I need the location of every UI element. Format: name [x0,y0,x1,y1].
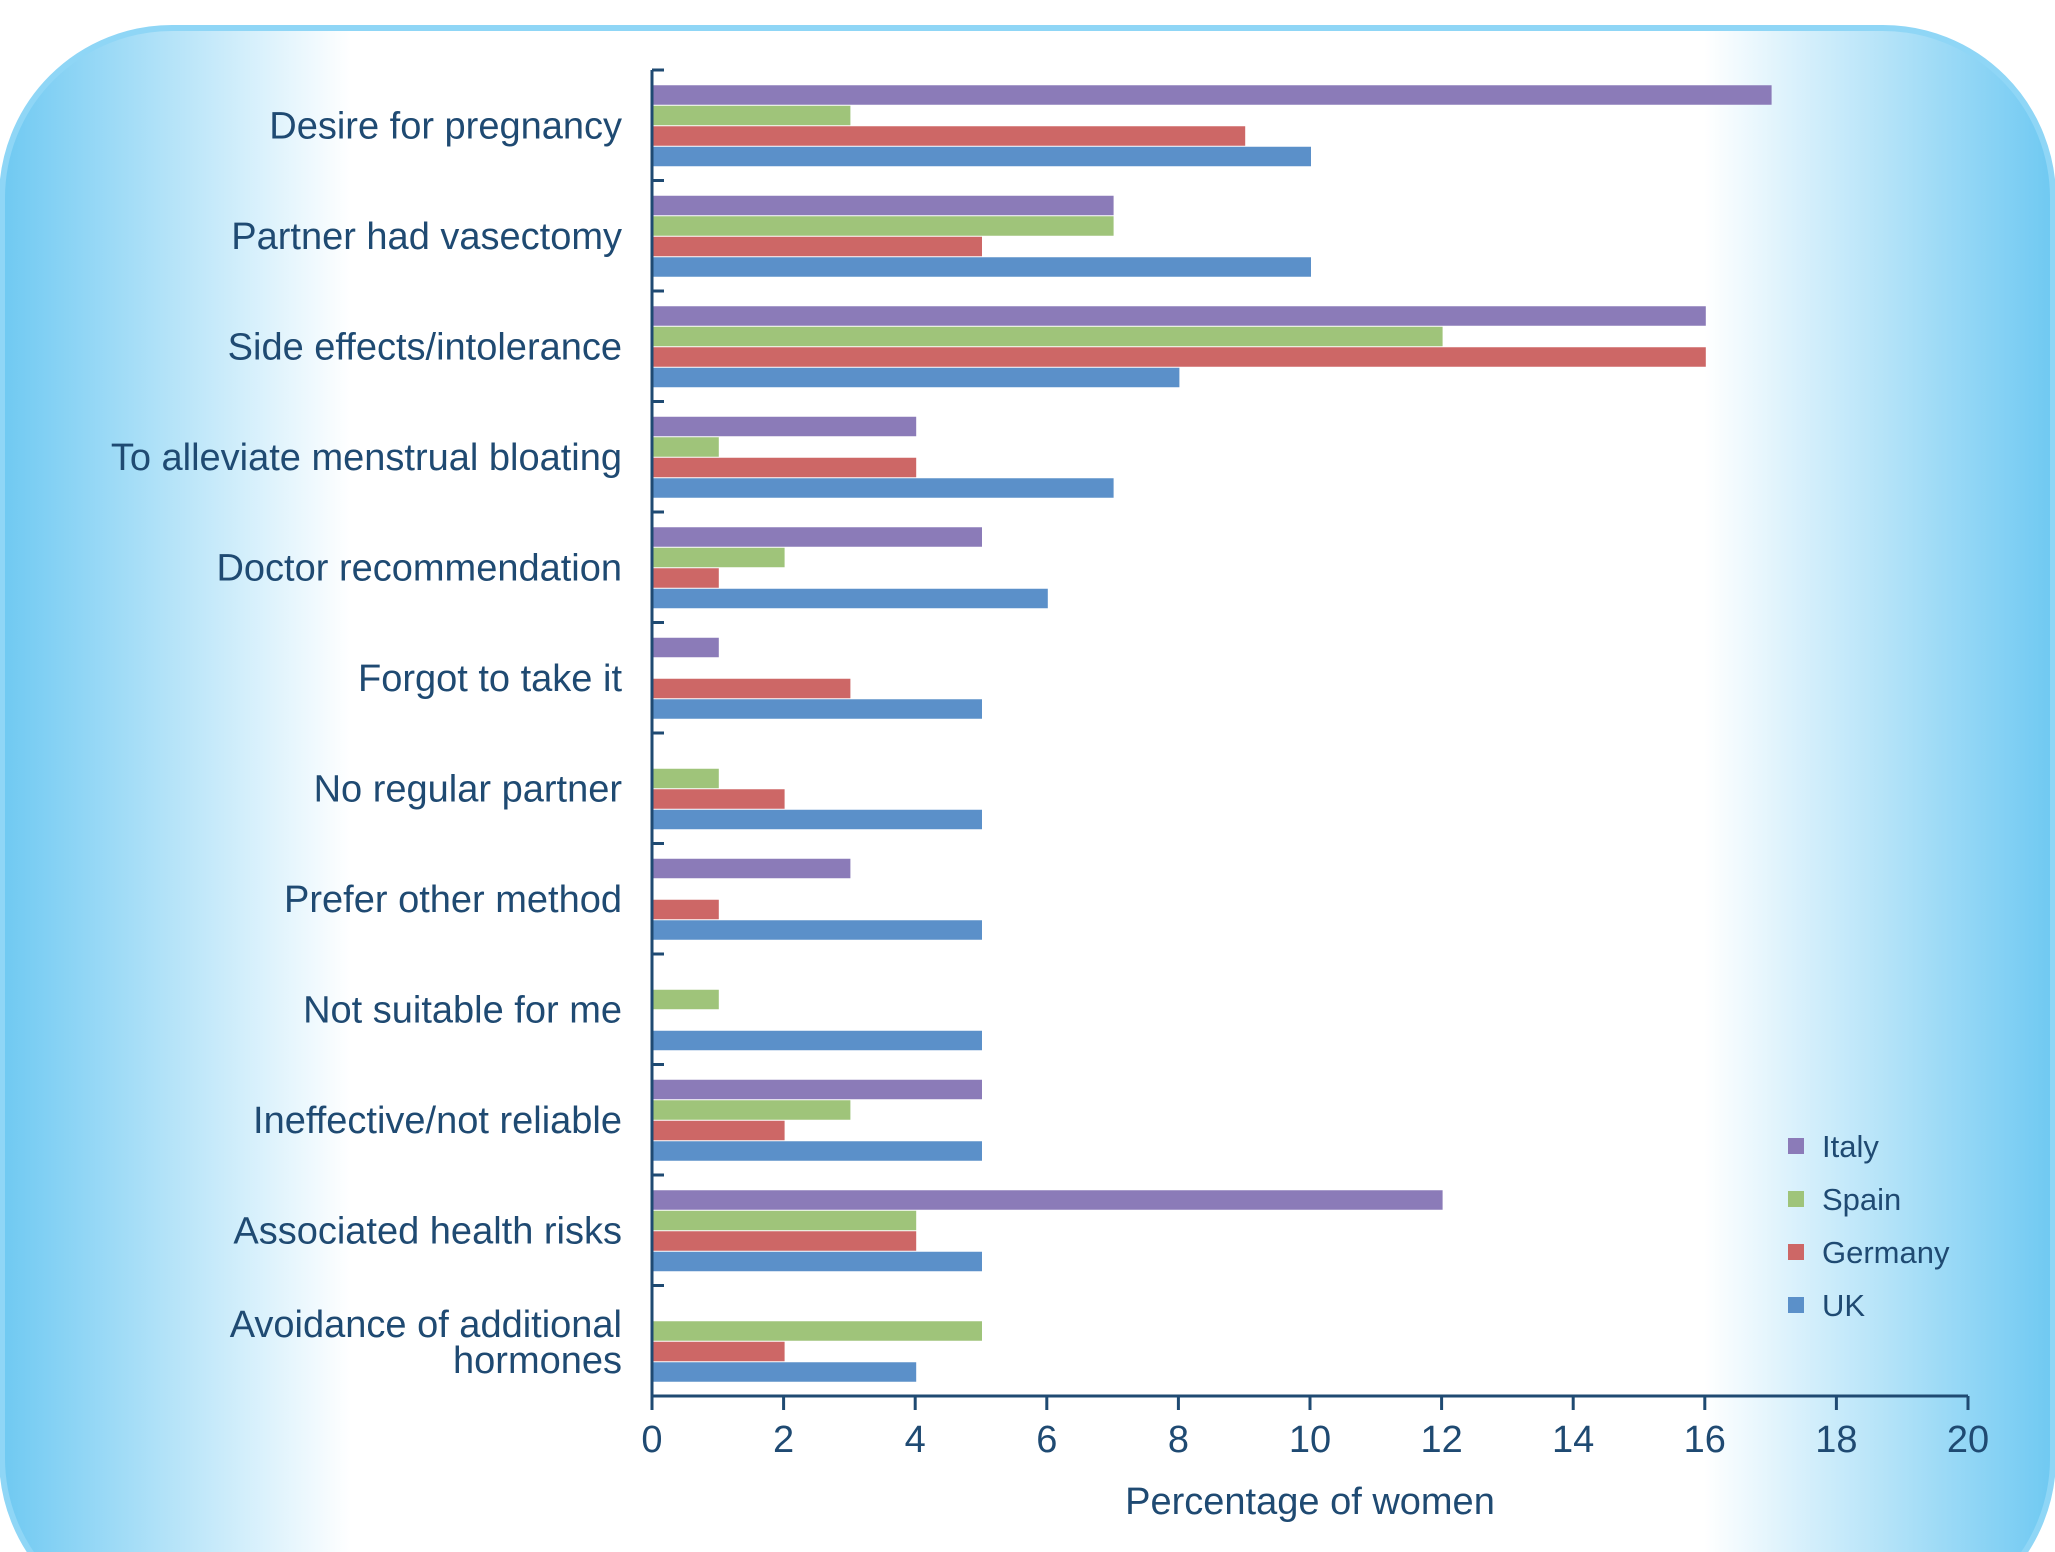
x-tick-label-16: 16 [1684,1419,1726,1461]
legend-swatch-italy [1788,1138,1804,1154]
bar-italy-forgot-to-take-it [653,637,719,658]
bar-uk-doctor-recommendation [653,588,1048,609]
x-tick-label-20: 20 [1947,1419,1989,1461]
category-label-not-suitable-for-me: Not suitable for me [303,989,622,1031]
category-label-partner-had-vasectomy: Partner had vasectomy [231,216,622,258]
bar-spain-side-effects-intolerance [653,326,1443,347]
category-label-no-regular-partner: No regular partner [314,768,623,810]
category-label-to-alleviate-menstrual-bloating: To alleviate menstrual bloating [111,437,622,479]
category-label-associated-health-risks: Associated health risks [233,1210,622,1252]
bar-uk-avoidance-of-additional-hormones [653,1362,917,1382]
bar-italy-to-alleviate-menstrual-bloating [653,416,917,437]
category-label-doctor-recommendation: Doctor recommendation [216,547,622,589]
x-axis-title: Percentage of women [1125,1481,1495,1523]
bar-spain-not-suitable-for-me [653,989,719,1010]
bar-spain-avoidance-of-additional-hormones [653,1321,982,1341]
x-tick-label-2: 2 [773,1419,794,1461]
category-label-avoidance-of-additional-hormones: Avoidance of additional hormones [230,1304,622,1382]
x-tick-label-4: 4 [905,1419,926,1461]
legend-label-spain: Spain [1822,1182,1901,1217]
bar-germany-desire-for-pregnancy [653,126,1246,146]
category-label-forgot-to-take-it: Forgot to take it [358,658,622,700]
category-label-side-effects-intolerance: Side effects/intolerance [228,326,622,368]
bar-germany-avoidance-of-additional-hormones [653,1341,785,1362]
bar-uk-prefer-other-method [653,920,982,940]
bar-spain-to-alleviate-menstrual-bloating [653,437,719,457]
bar-uk-ineffective-not-reliable [653,1141,982,1161]
bar-germany-partner-had-vasectomy [653,236,982,257]
bar-germany-ineffective-not-reliable [653,1120,785,1141]
bar-uk-desire-for-pregnancy [653,146,1311,167]
bar-uk-side-effects-intolerance [653,367,1180,388]
legend-label-uk: UK [1822,1288,1865,1323]
legend-swatch-uk [1788,1297,1804,1313]
legend-label-germany: Germany [1822,1235,1950,1270]
x-tick-label-8: 8 [1168,1419,1189,1461]
bar-uk-partner-had-vasectomy [653,257,1311,277]
x-tick-label-10: 10 [1289,1419,1331,1461]
bar-germany-prefer-other-method [653,899,719,920]
x-tick-label-18: 18 [1815,1419,1857,1461]
bar-germany-forgot-to-take-it [653,678,851,699]
frame-background [0,25,2055,1552]
bar-spain-ineffective-not-reliable [653,1100,851,1120]
legend: Italy Spain Germany UK [1788,1129,1950,1323]
bar-italy-doctor-recommendation [653,527,982,547]
bar-italy-ineffective-not-reliable [653,1079,982,1100]
bar-germany-to-alleviate-menstrual-bloating [653,457,917,478]
bar-italy-partner-had-vasectomy [653,195,1114,216]
legend-swatch-spain [1788,1191,1804,1207]
bar-germany-no-regular-partner [653,789,785,809]
bar-italy-desire-for-pregnancy [653,85,1772,105]
x-tick-label-6: 6 [1036,1419,1057,1461]
x-tick-label-14: 14 [1552,1419,1594,1461]
category-label-prefer-other-method: Prefer other method [284,879,622,921]
bar-germany-associated-health-risks [653,1231,917,1251]
bar-italy-prefer-other-method [653,858,851,879]
bar-spain-doctor-recommendation [653,547,785,568]
plot-area: Desire for pregnancy Partner had vasectom… [111,68,1989,1523]
bar-uk-no-regular-partner [653,809,982,830]
bar-spain-associated-health-risks [653,1210,917,1231]
x-tick-label-0: 0 [641,1419,662,1461]
bar-germany-side-effects-intolerance [653,347,1706,367]
bar-uk-not-suitable-for-me [653,1030,982,1051]
bar-italy-side-effects-intolerance [653,306,1706,326]
x-tick-label-12: 12 [1420,1419,1462,1461]
category-label-desire-for-pregnancy: Desire for pregnancy [269,105,622,147]
bar-spain-partner-had-vasectomy [653,216,1114,236]
bar-uk-forgot-to-take-it [653,699,982,719]
bar-germany-doctor-recommendation [653,568,719,588]
bar-spain-no-regular-partner [653,768,719,789]
category-label-ineffective-not-reliable: Ineffective/not reliable [253,1100,622,1142]
bar-spain-desire-for-pregnancy [653,105,851,126]
bar-italy-associated-health-risks [653,1190,1443,1210]
bar-uk-to-alleviate-menstrual-bloating [653,478,1114,498]
legend-swatch-germany [1788,1244,1804,1260]
bar-uk-associated-health-risks [653,1251,982,1272]
legend-label-italy: Italy [1822,1129,1879,1164]
